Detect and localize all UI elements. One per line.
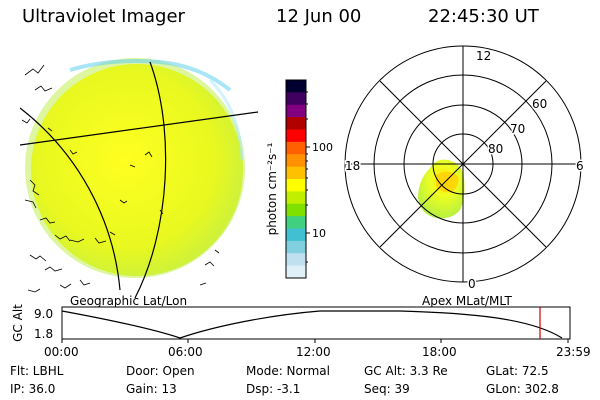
ip-value: IP: 36.0 (10, 382, 56, 396)
earth-disk (31, 64, 243, 276)
timeline-ylabel: GC Alt (11, 304, 25, 342)
colorbar-segment (286, 240, 306, 254)
filter-value: Flt: LBHL (10, 364, 64, 378)
date-label: 12 Jun 00 (276, 6, 362, 27)
lat-label-60: 60 (532, 97, 547, 111)
apex-panel-label: Apex MLat/MLT (422, 294, 512, 308)
colorbar-segment (286, 265, 306, 279)
timeline-frame (61, 306, 571, 340)
mlt-label-0: 0 (468, 277, 476, 291)
colorbar: 100 10 photon cm⁻²s⁻¹ (265, 79, 333, 279)
colorbar-tick-label-100: 100 (312, 141, 333, 154)
limb-glow-top (69, 59, 232, 92)
colorbar-segment (286, 216, 306, 230)
sequence-value: Seq: 39 (364, 382, 410, 396)
colorbar-segment (286, 166, 306, 180)
mlt-label-12: 12 (476, 49, 491, 63)
dsp-value: Dsp: -3.1 (246, 382, 301, 396)
colorbar-segment (286, 179, 306, 192)
colorbar-segment (286, 154, 306, 168)
glat-value: GLat: 72.5 (486, 364, 549, 378)
lat-label-80: 80 (488, 142, 503, 156)
lat-label-70: 70 (510, 122, 525, 136)
colorbar-segment (286, 104, 306, 118)
timeline-plot: GC Alt (11, 304, 571, 343)
gain-value: Gain: 13 (126, 382, 177, 396)
altitude-curve (61, 310, 563, 339)
instrument-title: Ultraviolet Imager (22, 6, 185, 27)
coastlines (21, 64, 220, 293)
colorbar-segment (286, 117, 306, 131)
geographic-image (20, 58, 259, 299)
polar-diagonal-2 (379, 80, 547, 248)
timeline-xtick-1800: 18:00 (422, 345, 457, 359)
geographic-panel-label: Geographic Lat/Lon (70, 294, 188, 308)
colorbar-segment (286, 253, 306, 267)
polar-plot: 12 18 6 0 60 70 80 (344, 45, 585, 293)
timeline-xtick-0000: 00:00 (44, 345, 79, 359)
colorbar-tick-label-10: 10 (312, 227, 326, 240)
colorbar-segment (286, 228, 306, 242)
mode-value: Mode: Normal (246, 364, 330, 378)
timeline-xtick-1200: 12:00 (296, 345, 331, 359)
timeline-xtick-2359: 23:59 (556, 345, 591, 359)
door-value: Door: Open (126, 364, 195, 378)
colorbar-segment (286, 141, 306, 155)
timeline-ytick-max: 9.0 (34, 307, 54, 321)
colorbar-segment (286, 191, 306, 205)
gc-altitude-value: GC Alt: 3.3 Re (364, 364, 448, 378)
mlt-label-18: 18 (345, 159, 360, 173)
latitude-line (20, 111, 259, 146)
timeline-ytick-min: 1.8 (34, 327, 54, 341)
mlt-label-6: 6 (576, 159, 584, 173)
longitude-line-center (134, 61, 167, 299)
colorbar-unit-label: photon cm⁻²s⁻¹ (265, 142, 279, 235)
colorbar-segment (286, 92, 306, 106)
glon-value: GLon: 302.8 (486, 382, 559, 396)
timeline-xtick-0600: 06:00 (168, 345, 203, 359)
colorbar-segment (286, 203, 306, 217)
colorbar-segment (286, 80, 306, 93)
colorbar-segment (286, 129, 306, 143)
colorbar-frame (285, 79, 307, 279)
longitude-line-left (20, 107, 121, 291)
time-label: 22:45:30 UT (428, 6, 539, 27)
